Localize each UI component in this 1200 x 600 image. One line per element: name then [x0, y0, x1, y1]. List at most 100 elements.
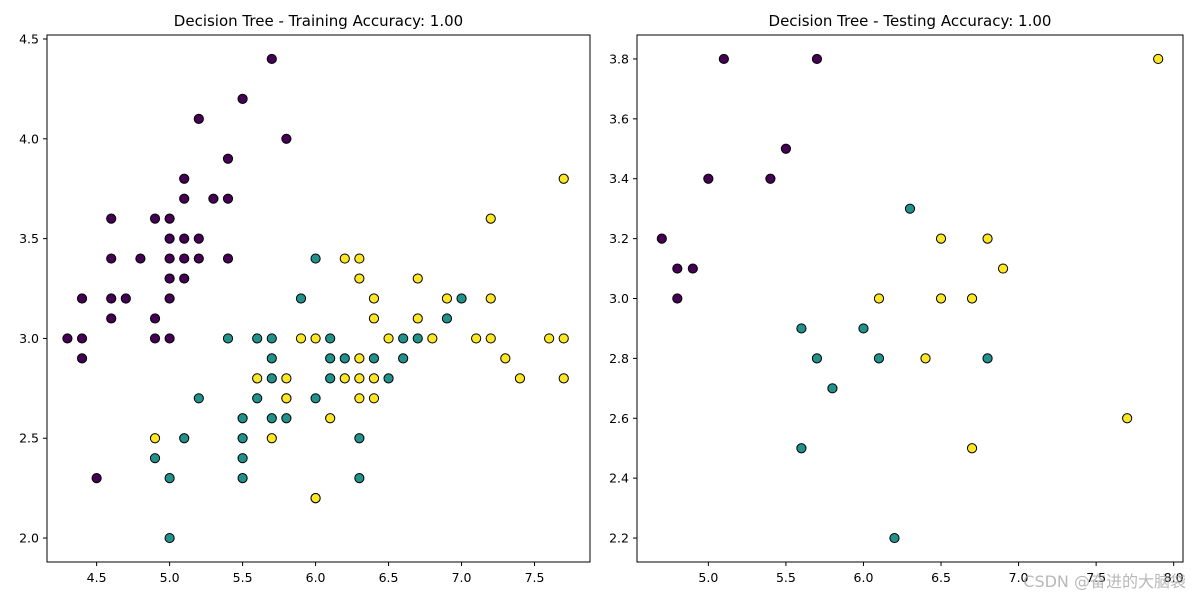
- data-point-class-2: [310, 333, 321, 344]
- data-point-class-0: [76, 333, 88, 344]
- data-point-class-2: [368, 373, 380, 384]
- x-tick-label: 4.5: [87, 570, 107, 585]
- data-point-class-0: [76, 293, 88, 304]
- data-point-class-2: [325, 413, 336, 424]
- data-point-class-2: [412, 313, 423, 324]
- y-tick-label: 4.5: [19, 31, 39, 46]
- data-point-class-2: [485, 333, 496, 344]
- data-point-class-1: [281, 413, 292, 424]
- data-point-class-0: [91, 473, 102, 484]
- data-point-class-0: [149, 213, 161, 224]
- data-point-class-2: [281, 373, 292, 384]
- data-point-class-0: [106, 293, 117, 304]
- x-tick-label: 6.5: [931, 570, 951, 585]
- y-tick-label: 2.5: [19, 431, 39, 446]
- data-point-class-0: [718, 53, 729, 65]
- training-scatter-plot: Decision Tree - Training Accuracy: 1.00 4…: [19, 12, 591, 585]
- data-point-class-0: [135, 253, 146, 264]
- data-point-class-2: [873, 293, 885, 304]
- data-point-class-2: [281, 393, 292, 404]
- y-tick-label: 3.5: [19, 231, 39, 246]
- x-tick-label: 7.0: [1009, 570, 1029, 585]
- data-point-class-0: [179, 233, 190, 244]
- data-point-class-0: [703, 173, 714, 184]
- data-point-class-1: [904, 203, 916, 214]
- data-point-class-2: [966, 293, 978, 304]
- data-point-class-2: [368, 393, 380, 404]
- data-point-class-2: [339, 253, 350, 264]
- data-point-class-2: [935, 293, 947, 304]
- plot-frame: [46, 34, 591, 563]
- data-point-class-0: [811, 53, 823, 65]
- data-point-class-2: [354, 273, 365, 284]
- data-point-class-0: [222, 193, 234, 204]
- data-point-class-0: [179, 273, 190, 284]
- data-point-class-1: [441, 313, 453, 324]
- data-point-class-2: [471, 333, 482, 344]
- data-point-class-1: [889, 532, 900, 544]
- x-tick-label: 5.0: [160, 570, 180, 585]
- data-point-class-1: [252, 393, 263, 404]
- data-point-class-2: [920, 353, 931, 364]
- data-point-class-1: [310, 253, 321, 264]
- data-point-class-2: [339, 373, 350, 384]
- data-point-class-1: [237, 433, 248, 444]
- data-point-class-1: [149, 453, 161, 464]
- data-point-class-1: [796, 443, 807, 454]
- data-point-class-2: [997, 263, 1009, 274]
- data-point-class-1: [237, 473, 248, 484]
- data-point-class-0: [106, 253, 117, 264]
- data-point-class-0: [672, 263, 683, 274]
- data-point-class-0: [281, 133, 292, 144]
- data-point-class-1: [325, 333, 336, 344]
- data-point-class-0: [765, 173, 776, 184]
- data-point-class-1: [398, 333, 409, 344]
- data-point-class-2: [514, 373, 526, 384]
- data-point-class-0: [179, 193, 190, 204]
- data-point-class-1: [811, 353, 823, 364]
- data-point-class-1: [383, 373, 394, 384]
- x-tick-label: 5.5: [233, 570, 253, 585]
- y-tick-label: 2.4: [609, 471, 629, 486]
- data-point-class-1: [237, 413, 248, 424]
- data-point-class-1: [354, 473, 365, 484]
- x-tick-label: 7.0: [452, 570, 472, 585]
- data-point-class-0: [164, 293, 175, 304]
- x-tick-label: 7.5: [525, 570, 545, 585]
- chart-title: Decision Tree - Testing Accuracy: 1.00: [769, 12, 1052, 30]
- data-point-class-2: [383, 333, 394, 344]
- data-point-class-0: [149, 313, 161, 324]
- data-point-class-0: [672, 293, 683, 304]
- data-point-class-1: [339, 353, 350, 364]
- data-point-class-0: [687, 263, 698, 274]
- data-point-class-1: [266, 353, 277, 364]
- data-point-class-2: [295, 333, 307, 344]
- data-point-class-0: [164, 273, 175, 284]
- y-tick-label: 3.4: [609, 171, 629, 186]
- data-point-class-1: [354, 433, 365, 444]
- points: [62, 53, 569, 544]
- data-point-class-0: [120, 293, 131, 304]
- data-point-class-0: [164, 253, 175, 264]
- testing-scatter-plot: Decision Tree - Testing Accuracy: 1.00 5.…: [609, 12, 1184, 585]
- data-point-class-1: [412, 333, 423, 344]
- data-point-class-2: [354, 353, 365, 364]
- data-point-class-0: [179, 253, 190, 264]
- data-point-class-2: [558, 173, 569, 184]
- data-point-class-2: [500, 353, 511, 364]
- y-tick-label: 2.6: [609, 411, 629, 426]
- data-point-class-2: [544, 333, 555, 344]
- data-point-class-1: [164, 532, 175, 544]
- data-point-class-1: [827, 383, 838, 394]
- data-point-class-1: [295, 293, 307, 304]
- data-point-class-0: [222, 153, 234, 164]
- data-point-class-2: [1153, 53, 1164, 65]
- data-point-class-0: [780, 143, 792, 154]
- y-tick-label: 2.2: [609, 531, 629, 546]
- x-tick-label: 6.0: [306, 570, 326, 585]
- data-point-class-2: [368, 293, 380, 304]
- data-point-class-2: [252, 373, 263, 384]
- data-point-class-1: [368, 353, 380, 364]
- data-point-class-0: [149, 333, 161, 344]
- data-point-class-0: [193, 113, 204, 124]
